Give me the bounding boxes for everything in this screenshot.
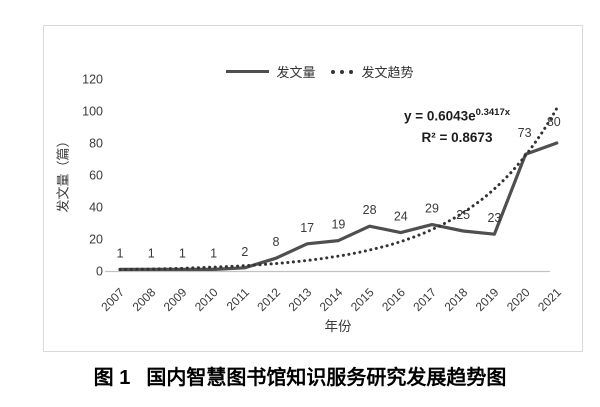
x-tick-label: 2019 [473,285,502,314]
x-tick-label: 2007 [98,285,127,314]
chart-frame [43,25,583,352]
x-tick-label: 2018 [442,285,471,314]
y-axis-title: 发文量（篇） [55,134,71,213]
data-label: 80 [547,115,561,129]
data-label: 19 [331,218,345,232]
data-label: 73 [518,126,532,140]
data-label: 28 [363,203,377,217]
chart-legend: 发文量 发文趋势 [20,62,600,81]
dotted-line-swatch-icon [330,69,353,74]
data-label: 24 [394,210,408,224]
x-tick-label: 2009 [161,285,190,314]
figure-caption: 图 1 国内智慧图书馆知识服务研究发展趋势图 [0,361,600,390]
trend-series-line [118,106,559,272]
data-label: 1 [210,246,217,260]
y-tick-label: 100 [82,105,103,119]
x-tick-label: 2020 [504,285,533,314]
x-tick-label: 2021 [535,285,564,314]
x-tick-label: 2015 [348,285,377,314]
caption-title: 国内智慧图书馆知识服务研究发展趋势图 [146,367,507,389]
r-squared-value: R² = 0.8673 [421,129,493,145]
y-tick-label: 20 [89,233,103,247]
y-tick-label: 40 [89,201,103,215]
data-label: 8 [273,235,280,249]
data-label: 1 [179,246,186,260]
trend-equation-annotation: y = 0.6043e0.3417x R² = 0.8673 [391,102,523,148]
x-tick-label: 2010 [192,285,221,314]
x-tick-label: 2017 [410,285,439,314]
x-axis-title: 年份 [324,319,352,334]
caption-label: 图 1 [93,367,131,389]
data-label: 1 [148,246,155,260]
x-tick-label: 2012 [254,285,283,314]
x-tick-label: 2013 [286,285,315,314]
data-label: 29 [425,202,439,216]
data-label: 17 [300,221,314,235]
x-tick-label: 2008 [130,285,159,314]
x-tick-label: 2014 [317,285,346,314]
data-label: 1 [117,246,124,260]
x-tick-label: 2016 [379,285,408,314]
data-label: 2 [241,245,248,259]
solid-line-swatch-icon [226,69,270,74]
x-tick-label: 2011 [224,285,252,313]
trend-equation: y = 0.6043e0.3417x [403,107,511,124]
y-tick-label: 60 [89,169,103,183]
legend-label-trend: 发文趋势 [361,65,414,80]
y-tick-label: 0 [96,265,103,279]
legend-label-publications: 发文量 [276,65,316,80]
data-label: 23 [487,211,501,225]
y-tick-label: 120 [82,73,103,87]
data-label: 25 [456,208,470,222]
y-tick-label: 80 [89,137,103,151]
